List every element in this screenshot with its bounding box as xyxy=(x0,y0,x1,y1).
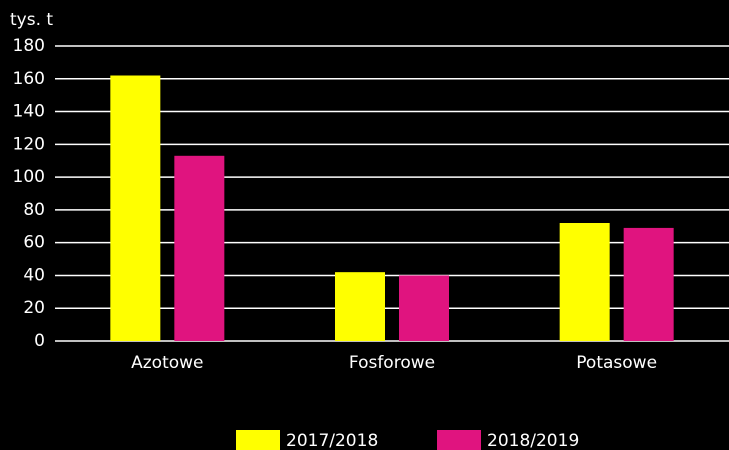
x-tick-label: Fosforowe xyxy=(349,353,435,373)
legend-swatch xyxy=(236,430,280,450)
bar xyxy=(174,155,225,341)
y-tick-label: 0 xyxy=(34,331,45,351)
bar xyxy=(399,275,449,341)
bar xyxy=(623,227,674,341)
bar xyxy=(110,75,161,341)
y-tick-label: 180 xyxy=(13,36,45,56)
y-axis-label: tys. t xyxy=(10,10,53,30)
bar xyxy=(559,223,610,341)
y-tick-label: 40 xyxy=(23,265,45,285)
x-tick-label: Potasowe xyxy=(576,353,657,373)
y-tick-label: 20 xyxy=(23,298,45,318)
y-tick-label: 80 xyxy=(23,200,45,220)
y-tick-label: 120 xyxy=(13,134,45,154)
legend-label: 2018/2019 xyxy=(487,431,579,450)
y-tick-label: 100 xyxy=(13,167,45,187)
y-tick-label: 60 xyxy=(23,233,45,253)
legend-swatch xyxy=(437,430,481,450)
y-tick-label: 160 xyxy=(13,69,45,89)
bar xyxy=(335,272,385,341)
x-tick-label: Azotowe xyxy=(131,353,203,373)
legend-label: 2017/2018 xyxy=(286,431,378,450)
y-tick-label: 140 xyxy=(13,102,45,122)
